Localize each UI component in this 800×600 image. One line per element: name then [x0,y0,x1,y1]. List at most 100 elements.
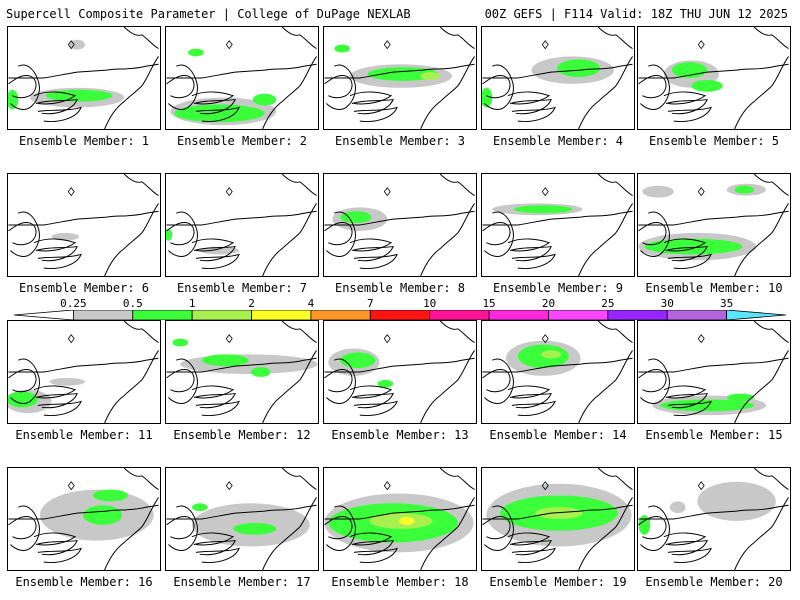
coastline [262,350,317,423]
coastline [123,27,159,50]
lake-outline [351,98,394,115]
coastline [439,174,475,197]
lake-outline [324,369,353,393]
lake-outline [663,385,707,399]
colorbar-segment [191,310,252,320]
diamond-marker-icon [697,481,705,491]
coastline [439,27,475,50]
lake-outline [10,64,40,110]
panel-map [323,467,477,571]
lake-outline [484,64,514,110]
lake-outline [8,75,37,99]
colorbar-tick-label: 20 [541,297,556,310]
colorbar-segment [726,310,787,320]
lake-outline [33,385,77,399]
scp-contour [399,517,415,525]
colorbar-tick-label: 10 [423,297,437,310]
lake-outline [663,532,707,546]
colorbar-tick-label: 0.5 [122,297,143,310]
ensemble-panel: Ensemble Member: 15 [637,320,791,442]
lake-outline [665,245,708,262]
colorbar-tick-label: 15 [482,297,496,310]
panel-map [323,173,477,277]
scp-contour [188,48,204,57]
colorbar-segment [369,310,431,320]
lake-outline [349,532,393,546]
lake-outline [353,106,398,123]
panel-map [165,320,319,424]
lake-outline [195,253,240,270]
diamond-marker-icon [225,334,233,344]
country-border [166,357,317,373]
lake-outline [511,253,556,270]
diamond-marker-icon [383,40,391,50]
scp-contour [638,515,651,535]
diamond-marker-icon [67,481,75,491]
lake-outline [482,222,511,246]
lake-outline [349,91,393,105]
scp-field-map [8,468,159,570]
lake-outline [640,64,670,110]
coastline [420,56,475,129]
colorbar-segment [488,310,549,320]
lake-outline [509,392,552,409]
colorbar-segment [72,310,134,320]
diamond-marker-icon [697,334,705,344]
coastline [262,497,317,570]
scp-contour [669,501,686,514]
scp-field-map [166,174,317,276]
scp-contour [340,211,372,224]
colorbar-tick-label: 1 [188,297,196,310]
lake-outline [638,516,667,540]
scp-contour [660,399,755,412]
ensemble-panel: Ensemble Member: 19 [481,467,635,589]
colorbar-segment [607,310,668,320]
panel-map [481,467,635,571]
diamond-marker-icon [697,187,705,197]
panel-map [637,320,791,424]
coastline [578,497,633,570]
lake-outline [640,505,670,551]
coastline [753,27,789,50]
colorbar-segment [13,310,74,320]
lake-outline [638,222,667,246]
lake-outline [665,392,708,409]
lake-outline [509,245,552,262]
coastline [104,203,159,276]
lake-outline [353,547,398,564]
lake-outline [484,358,514,404]
lake-outline [37,106,82,123]
panel-map [7,26,161,130]
colorbar-segment [251,310,312,320]
ensemble-member-label: Ensemble Member: 11 [15,428,153,442]
coastline [281,321,317,344]
scp-contour [535,507,583,519]
country-border [638,357,789,373]
lake-outline [193,539,236,556]
coastline [597,321,633,344]
lake-outline [507,385,551,399]
colorbar-tick-label: 2 [248,297,255,310]
diamond-marker-icon [225,481,233,491]
lake-outline [10,505,40,551]
lake-outline [507,238,551,252]
ensemble-member-label: Ensemble Member: 4 [492,134,624,148]
country-border [166,63,317,79]
country-border [482,210,633,226]
ensemble-panel: Ensemble Member: 5 [637,26,791,148]
scp-contour [180,354,318,374]
coastline [753,174,789,197]
ensemble-panel: Ensemble Member: 3 [323,26,477,148]
coastline [281,468,317,491]
scp-contour [482,87,493,108]
lake-outline [640,358,670,404]
ensemble-panel: Ensemble Member: 1 [7,26,161,148]
ensemble-member-label: Ensemble Member: 15 [645,428,783,442]
coastline [439,468,475,491]
ensemble-member-label: Ensemble Member: 17 [173,575,311,589]
ensemble-panel: Ensemble Member: 20 [637,467,791,589]
panel-map [7,173,161,277]
country-border [324,504,475,520]
coastline [597,27,633,50]
scp-contour [726,393,755,402]
